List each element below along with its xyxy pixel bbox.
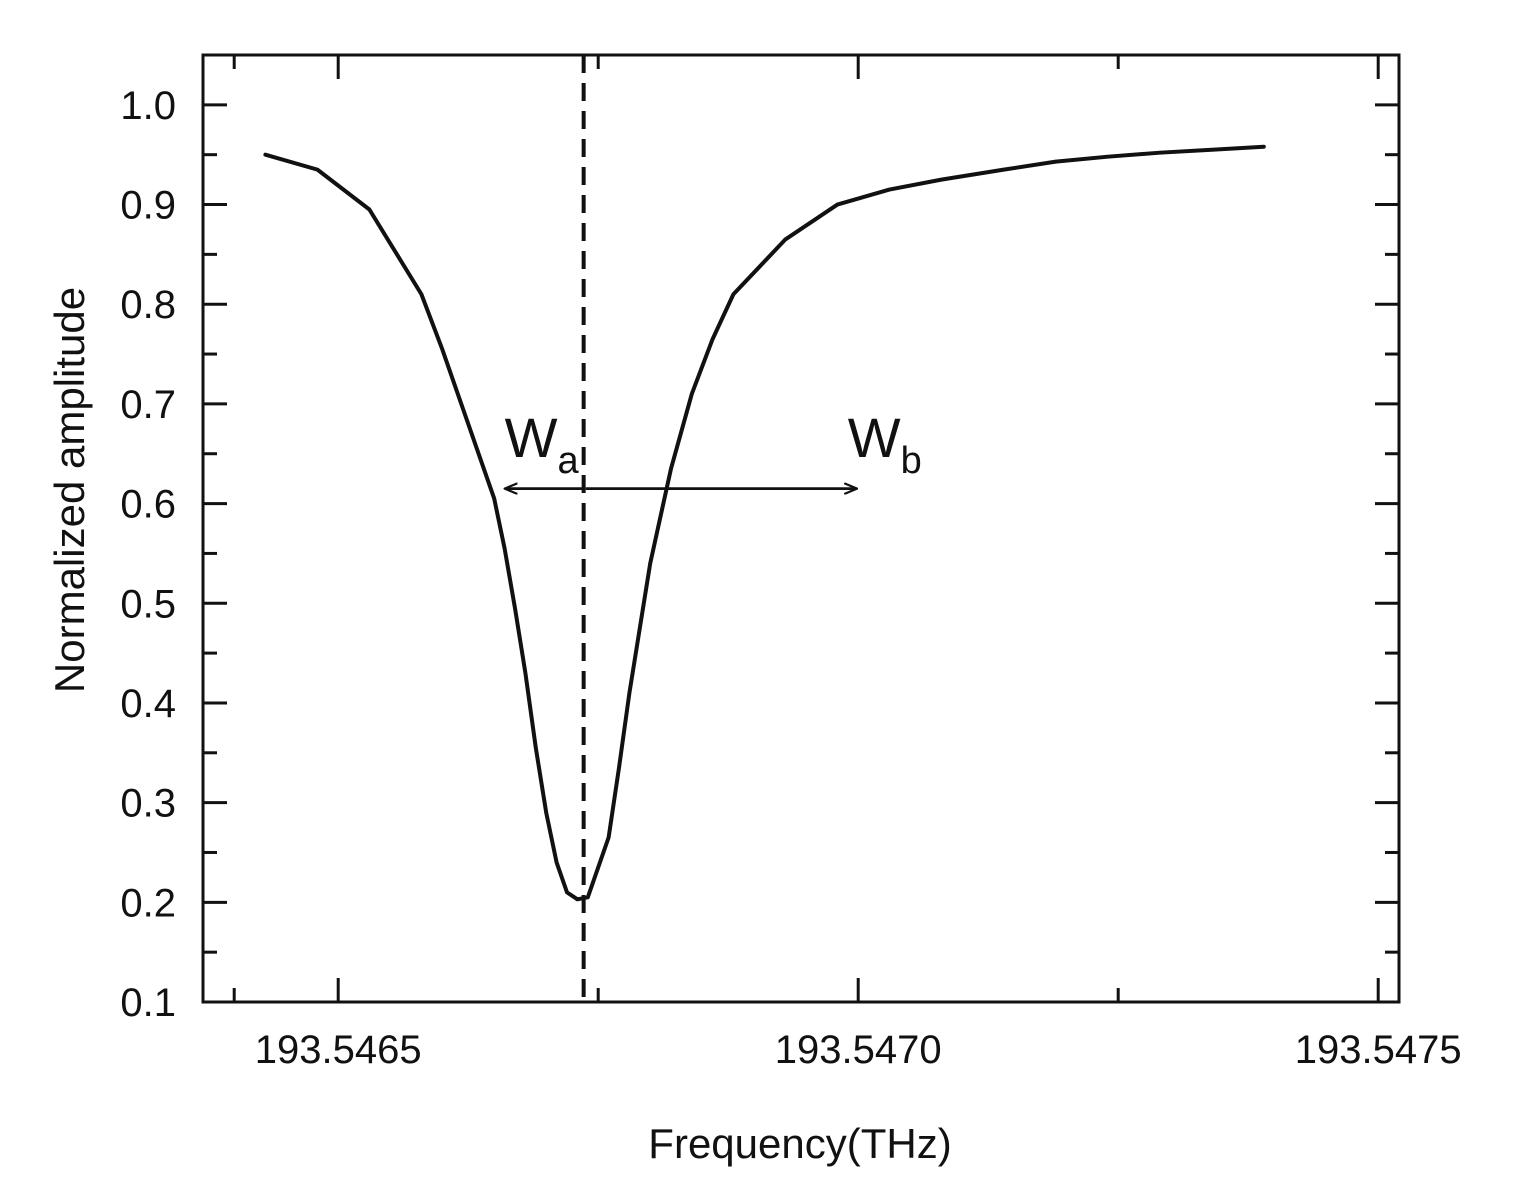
y-tick-label: 0.5	[120, 582, 176, 626]
y-tick-label: 0.7	[120, 383, 176, 427]
annotation-layer: Wa Wb	[505, 406, 922, 489]
plot-frame-layer	[201, 53, 1401, 1004]
series-line	[263, 144, 1266, 902]
x-tick-label: 193.5465	[255, 1028, 422, 1072]
y-axis-title: Normalized amplitude	[46, 287, 93, 693]
x-axis-title: Frequency(THz)	[648, 1120, 951, 1167]
y-tick-label: 0.9	[120, 184, 176, 228]
width-label-a: Wa	[505, 406, 580, 482]
plot-frame	[201, 53, 1401, 1004]
y-tick-label: 0.1	[120, 981, 176, 1025]
series-layer	[263, 144, 1266, 902]
y-tick-label: 0.3	[120, 782, 176, 826]
tick-label-layer: 193.5465 193.5470 193.5475 0.1 0.2 0.3 0.4 0.5 0…	[120, 84, 1461, 1072]
width-label-b: Wb	[848, 406, 922, 482]
y-tick-label: 1.0	[120, 84, 176, 128]
y-tick-label: 0.8	[120, 283, 176, 327]
tick-layer	[203, 55, 1399, 1004]
x-tick-label: 193.5475	[1295, 1028, 1462, 1072]
y-tick-label: 0.2	[120, 881, 176, 925]
y-tick-label: 0.4	[120, 682, 176, 726]
x-tick-label: 193.5470	[775, 1028, 942, 1072]
y-tick-label: 0.6	[120, 483, 176, 527]
